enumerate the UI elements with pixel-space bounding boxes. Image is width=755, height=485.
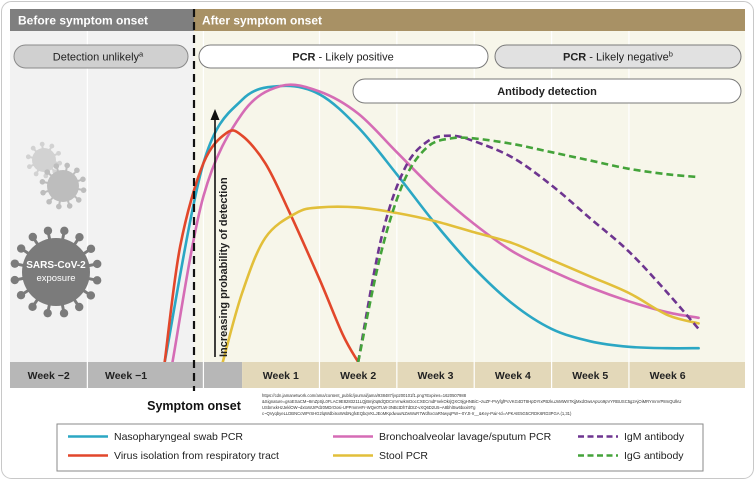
virus-spike-tip xyxy=(64,162,70,169)
week-axis: Week −2 Week −1 Week 1 Week 2 Week 3 Week 4 We… xyxy=(10,362,745,388)
image-url-text: https://cdn.jamanetwork.com/ama/content_… xyxy=(262,393,681,416)
pcr-positive-pill xyxy=(198,44,489,69)
virus-spike-tip xyxy=(56,150,61,156)
virus-label-line1: SARS-CoV-2 xyxy=(26,260,86,271)
legend-label-bronchoalveolar-lavage-sputum-pcr: Bronchoalveolar lavage/sputum PCR xyxy=(379,431,552,443)
legend-box xyxy=(56,423,704,472)
pcr-negative-bold: PCR xyxy=(563,52,586,64)
series-igm-antibody-line xyxy=(356,134,700,363)
sars-cov-2-virus-icon: SARS-CoV-2 exposure xyxy=(10,226,102,318)
virus-spike-tip xyxy=(39,141,45,147)
legend: Nasopharyngeal swab PCR Bronchoalveolar l… xyxy=(68,431,685,462)
before-onset-header: Before symptom onset xyxy=(18,14,148,28)
virus-spike-tip xyxy=(80,176,86,183)
antibody-detection-label: Antibody detection xyxy=(497,86,597,98)
detection-unlikely-label: Detection unlikelya xyxy=(53,50,144,64)
week-tick-label: Week −1 xyxy=(105,370,147,382)
virus-spike-tip xyxy=(16,244,26,253)
virus-spike-tip xyxy=(75,197,82,203)
virus-spike-tip xyxy=(60,226,69,236)
after-onset-header: After symptom onset xyxy=(202,14,322,28)
virus-spike-tip xyxy=(53,163,60,169)
virus-spike-tip xyxy=(93,259,102,269)
pcr-negative-pill xyxy=(494,44,742,69)
virus-body xyxy=(47,170,79,202)
url-line-1: https://cdn.jamanetwork.com/ama/content_… xyxy=(262,393,467,398)
virus-spike-tip xyxy=(28,232,37,242)
pcr-positive-label: PCR - Likely positive xyxy=(292,52,394,64)
virus-spike-tip xyxy=(74,167,80,174)
pcr-negative-footnote: b xyxy=(669,50,673,59)
before-onset-header-bar xyxy=(10,9,194,31)
week-tick-label: Week 1 xyxy=(263,370,299,382)
probability-arrow-head xyxy=(210,109,220,120)
after-onset-header-bar xyxy=(194,9,745,31)
url-line-3: USbmxkHzJeklOW~dxtoWJrPdz0MDrOosi-UPPmmH… xyxy=(262,405,476,410)
legend-label-virus-isolation-from-respiratory-tract: Virus isolation from respiratory tract xyxy=(114,450,279,462)
virus-spike-tip xyxy=(75,302,84,312)
virus-spike-tip xyxy=(80,187,87,193)
virus-spike-tip xyxy=(86,244,96,253)
virus-spike-tip xyxy=(30,145,36,151)
week-tick-label: Week 4 xyxy=(495,370,531,382)
legend-label-igg-antibody: IgG antibody xyxy=(624,450,684,462)
virus-spike-tip xyxy=(28,302,37,312)
pcr-positive-bold: PCR xyxy=(292,52,315,64)
virus-spike-tip xyxy=(16,291,26,300)
probability-axis-label: Increasing probability of detection xyxy=(218,177,230,357)
week-tick-label: Week 3 xyxy=(418,370,454,382)
virus-spike-tip xyxy=(66,203,73,209)
virus-body xyxy=(32,148,56,172)
series-igg-antibody-line xyxy=(356,136,699,363)
virus-spike-tip xyxy=(10,259,20,268)
detection-unlikely-text: Detection unlikely xyxy=(53,52,140,64)
series-stool-pcr-line xyxy=(221,205,700,364)
virus-spike-tip xyxy=(92,276,102,285)
virus-spike-tip xyxy=(56,203,62,210)
virus-spike-tip xyxy=(59,309,69,318)
series-bronchoalveolar-lavage-sputum-pcr-line xyxy=(171,83,700,364)
virus-spike-tip xyxy=(43,308,52,318)
virus-spike-tip xyxy=(27,164,32,170)
detection-unlikely-pill xyxy=(13,44,189,69)
virus-body xyxy=(22,238,90,306)
virus-spike-tip xyxy=(33,171,39,177)
small-virus-icon xyxy=(25,141,87,210)
detection-unlikely-footnote: a xyxy=(139,50,144,59)
week-tick-label: Week 6 xyxy=(650,370,686,382)
virus-spike-tip xyxy=(40,189,46,196)
url-line-2: &Signature=gsoESaCM~8mZpSjL0FLAC9E828321… xyxy=(262,399,681,404)
virus-spike-tip xyxy=(43,226,53,235)
series-virus-isolation-from-respiratory-tract-line xyxy=(163,129,360,364)
legend-label-stool-pcr: Stool PCR xyxy=(379,450,428,462)
virus-spike-tip xyxy=(46,198,52,205)
antibody-detection-pill xyxy=(352,78,742,104)
virus-spike-tip xyxy=(75,232,84,242)
week-tick-label: Week 5 xyxy=(572,370,608,382)
week-axis-after-band xyxy=(242,362,745,388)
url-line-4: c~QVyqbyeLLDBNCcWPrSHG2lqWdbiIxxWsbNgfxE… xyxy=(262,411,572,416)
before-onset-background xyxy=(10,31,194,362)
series-nasopharyngeal-swab-pcr-line xyxy=(163,84,700,364)
symptom-onset-label: Symptom onset xyxy=(147,399,242,413)
virus-label-line2: exposure xyxy=(36,273,75,284)
legend-label-igm-antibody: IgM antibody xyxy=(624,431,685,443)
week-tick-label: Week −2 xyxy=(28,370,70,382)
series-layer xyxy=(163,83,700,364)
virus-spike-tip xyxy=(10,275,19,285)
pcr-negative-label: PCR - Likely negativeb xyxy=(563,50,673,64)
virus-spike-tip xyxy=(39,179,46,185)
pcr-negative-text: - Likely negative xyxy=(586,52,669,64)
legend-label-nasopharyngeal-swab-pcr: Nasopharyngeal swab PCR xyxy=(114,431,243,443)
virus-spike-tip xyxy=(49,143,55,149)
virus-spike-tip xyxy=(44,169,51,175)
pcr-positive-text: - Likely positive xyxy=(315,52,393,64)
virus-spike-tip xyxy=(86,291,96,300)
week-tick-label: Week 2 xyxy=(340,370,376,382)
virus-spike-tip xyxy=(25,154,31,160)
